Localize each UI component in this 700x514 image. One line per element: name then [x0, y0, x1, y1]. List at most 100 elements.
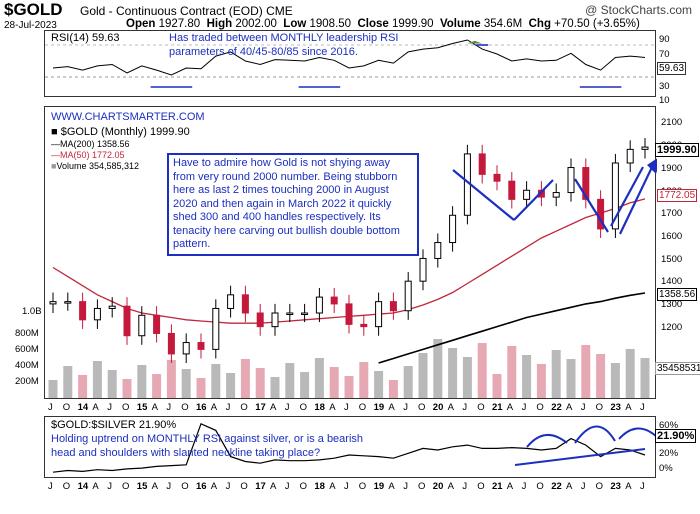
- ratio-annotations: [514, 425, 657, 466]
- rsi-overbought-fill: [467, 40, 483, 44]
- x-tick-label: O: [477, 481, 485, 492]
- candle-body: [523, 189, 531, 200]
- volume-bar: [78, 375, 88, 398]
- x-tick-label: 22: [551, 402, 562, 413]
- volume-bar: [92, 361, 102, 398]
- candle-body: [582, 167, 590, 200]
- candle-body: [345, 303, 353, 325]
- rsi-panel: RSI(14) 59.63 Has traded between MONTHLY…: [44, 30, 657, 97]
- volume-badge: 354585312: [655, 362, 700, 375]
- x-tick-label: O: [418, 481, 426, 492]
- x-tick-label: J: [521, 402, 527, 413]
- x-tick-label: O: [299, 402, 307, 413]
- rsi-svg: [45, 39, 657, 88]
- x-tick-label: O: [181, 481, 189, 492]
- x-tick-label: O: [595, 402, 603, 413]
- x-tick-label: A: [270, 481, 277, 492]
- volume-axis: 1.0B 800M 600M 400M 200M: [15, 306, 42, 387]
- x-tick-label: O: [62, 402, 71, 413]
- x-tick-label: A: [388, 402, 395, 413]
- x-tick-label: A: [447, 481, 454, 492]
- x-tick-label: A: [625, 481, 632, 492]
- x-tick-label: 14: [77, 402, 89, 413]
- volume-bar: [300, 372, 310, 398]
- candle-body: [641, 146, 649, 150]
- candle-body: [330, 296, 338, 305]
- price-tick-label: 1300: [661, 299, 683, 311]
- volume-bar: [581, 345, 591, 398]
- ratio-label: $GOLD:$SILVER 21.90%: [51, 419, 177, 431]
- volume-bar: [226, 373, 236, 398]
- x-tick-label: J: [521, 481, 527, 492]
- price-tick-label: 1600: [661, 231, 683, 242]
- annotation-lines: [452, 158, 657, 235]
- volume-bar: [314, 358, 324, 398]
- candle-body: [419, 257, 427, 282]
- x-tick-label: J: [403, 481, 408, 492]
- x-tick-label: O: [122, 402, 130, 413]
- x-tick-label: J: [48, 481, 53, 492]
- price-svg: [48, 138, 657, 398]
- annotation-line-5: [619, 164, 654, 235]
- x-tick-label: J: [166, 402, 172, 413]
- head-arc: [574, 425, 616, 444]
- volume-bar: [462, 357, 472, 398]
- x-tick-label: J: [403, 402, 408, 413]
- x-tick-label: J: [284, 402, 290, 413]
- candle-body: [552, 192, 560, 198]
- candle-body: [360, 323, 368, 328]
- price-tick-label: 1400: [661, 276, 683, 288]
- price-tick-label: 1200: [661, 321, 683, 333]
- watermark: WWW.CHARTSMARTER.COM: [51, 111, 205, 123]
- volume-bar: [137, 365, 147, 398]
- volume-bar: [48, 380, 58, 398]
- x-tick-label: 22: [551, 481, 562, 492]
- x-tick-label: J: [462, 402, 468, 413]
- candle-body: [153, 314, 161, 334]
- x-tick-label: A: [566, 402, 573, 413]
- x-tick-label: O: [122, 481, 130, 492]
- price-tick-label: 2100: [661, 117, 683, 129]
- candle-body: [611, 162, 619, 230]
- volume-bar: [122, 379, 132, 398]
- rsi-value-badge: 59.63: [657, 62, 687, 75]
- candle-body: [123, 305, 131, 337]
- candle-body: [182, 342, 190, 355]
- x-tick-label: J: [107, 402, 112, 413]
- x-tick-label: 14: [77, 481, 89, 492]
- x-tick-label: 15: [136, 402, 148, 413]
- volume-bar: [240, 359, 250, 398]
- x-tick-label: A: [329, 402, 336, 413]
- x-tick-label: A: [210, 402, 218, 413]
- ratio-line-path: [52, 422, 646, 473]
- x-tick-label: 15: [136, 481, 148, 492]
- volume-bar: [374, 371, 384, 398]
- x-tick-label: J: [344, 402, 349, 413]
- candle-body: [256, 312, 264, 328]
- ratio-value-badge: 21.90%: [655, 429, 697, 443]
- x-tick-label: O: [358, 481, 367, 492]
- candle-body: [227, 294, 235, 309]
- x-tick-label: J: [225, 481, 231, 492]
- x-tick-label: 18: [314, 481, 325, 492]
- candle-body: [478, 153, 486, 175]
- volume-bar: [625, 349, 635, 398]
- x-tick-label: J: [580, 402, 586, 413]
- x-tick-label: O: [299, 481, 307, 492]
- x-tick-label: 18: [314, 402, 325, 413]
- annotation-line-4: [610, 166, 644, 227]
- price-tick-label: 1900: [661, 162, 683, 174]
- volume-value: 354.6M: [483, 18, 523, 30]
- candle-body: [108, 305, 116, 309]
- rsi-note: Has traded between MONTHLY leadership RS…: [169, 32, 399, 58]
- close-value: 1999.90: [392, 18, 434, 30]
- candle-body: [286, 312, 294, 315]
- candle-body: [197, 342, 205, 350]
- ratio-note: Holding uptrend on MONTHLY RSI against s…: [51, 433, 364, 459]
- candle-body: [212, 307, 220, 350]
- ma200-badge: 1358.56: [657, 288, 698, 301]
- x-tick-label: J: [640, 481, 645, 492]
- x-tick-label: J: [107, 481, 112, 492]
- candle-body: [49, 301, 57, 305]
- annotation-line-2: [513, 179, 554, 221]
